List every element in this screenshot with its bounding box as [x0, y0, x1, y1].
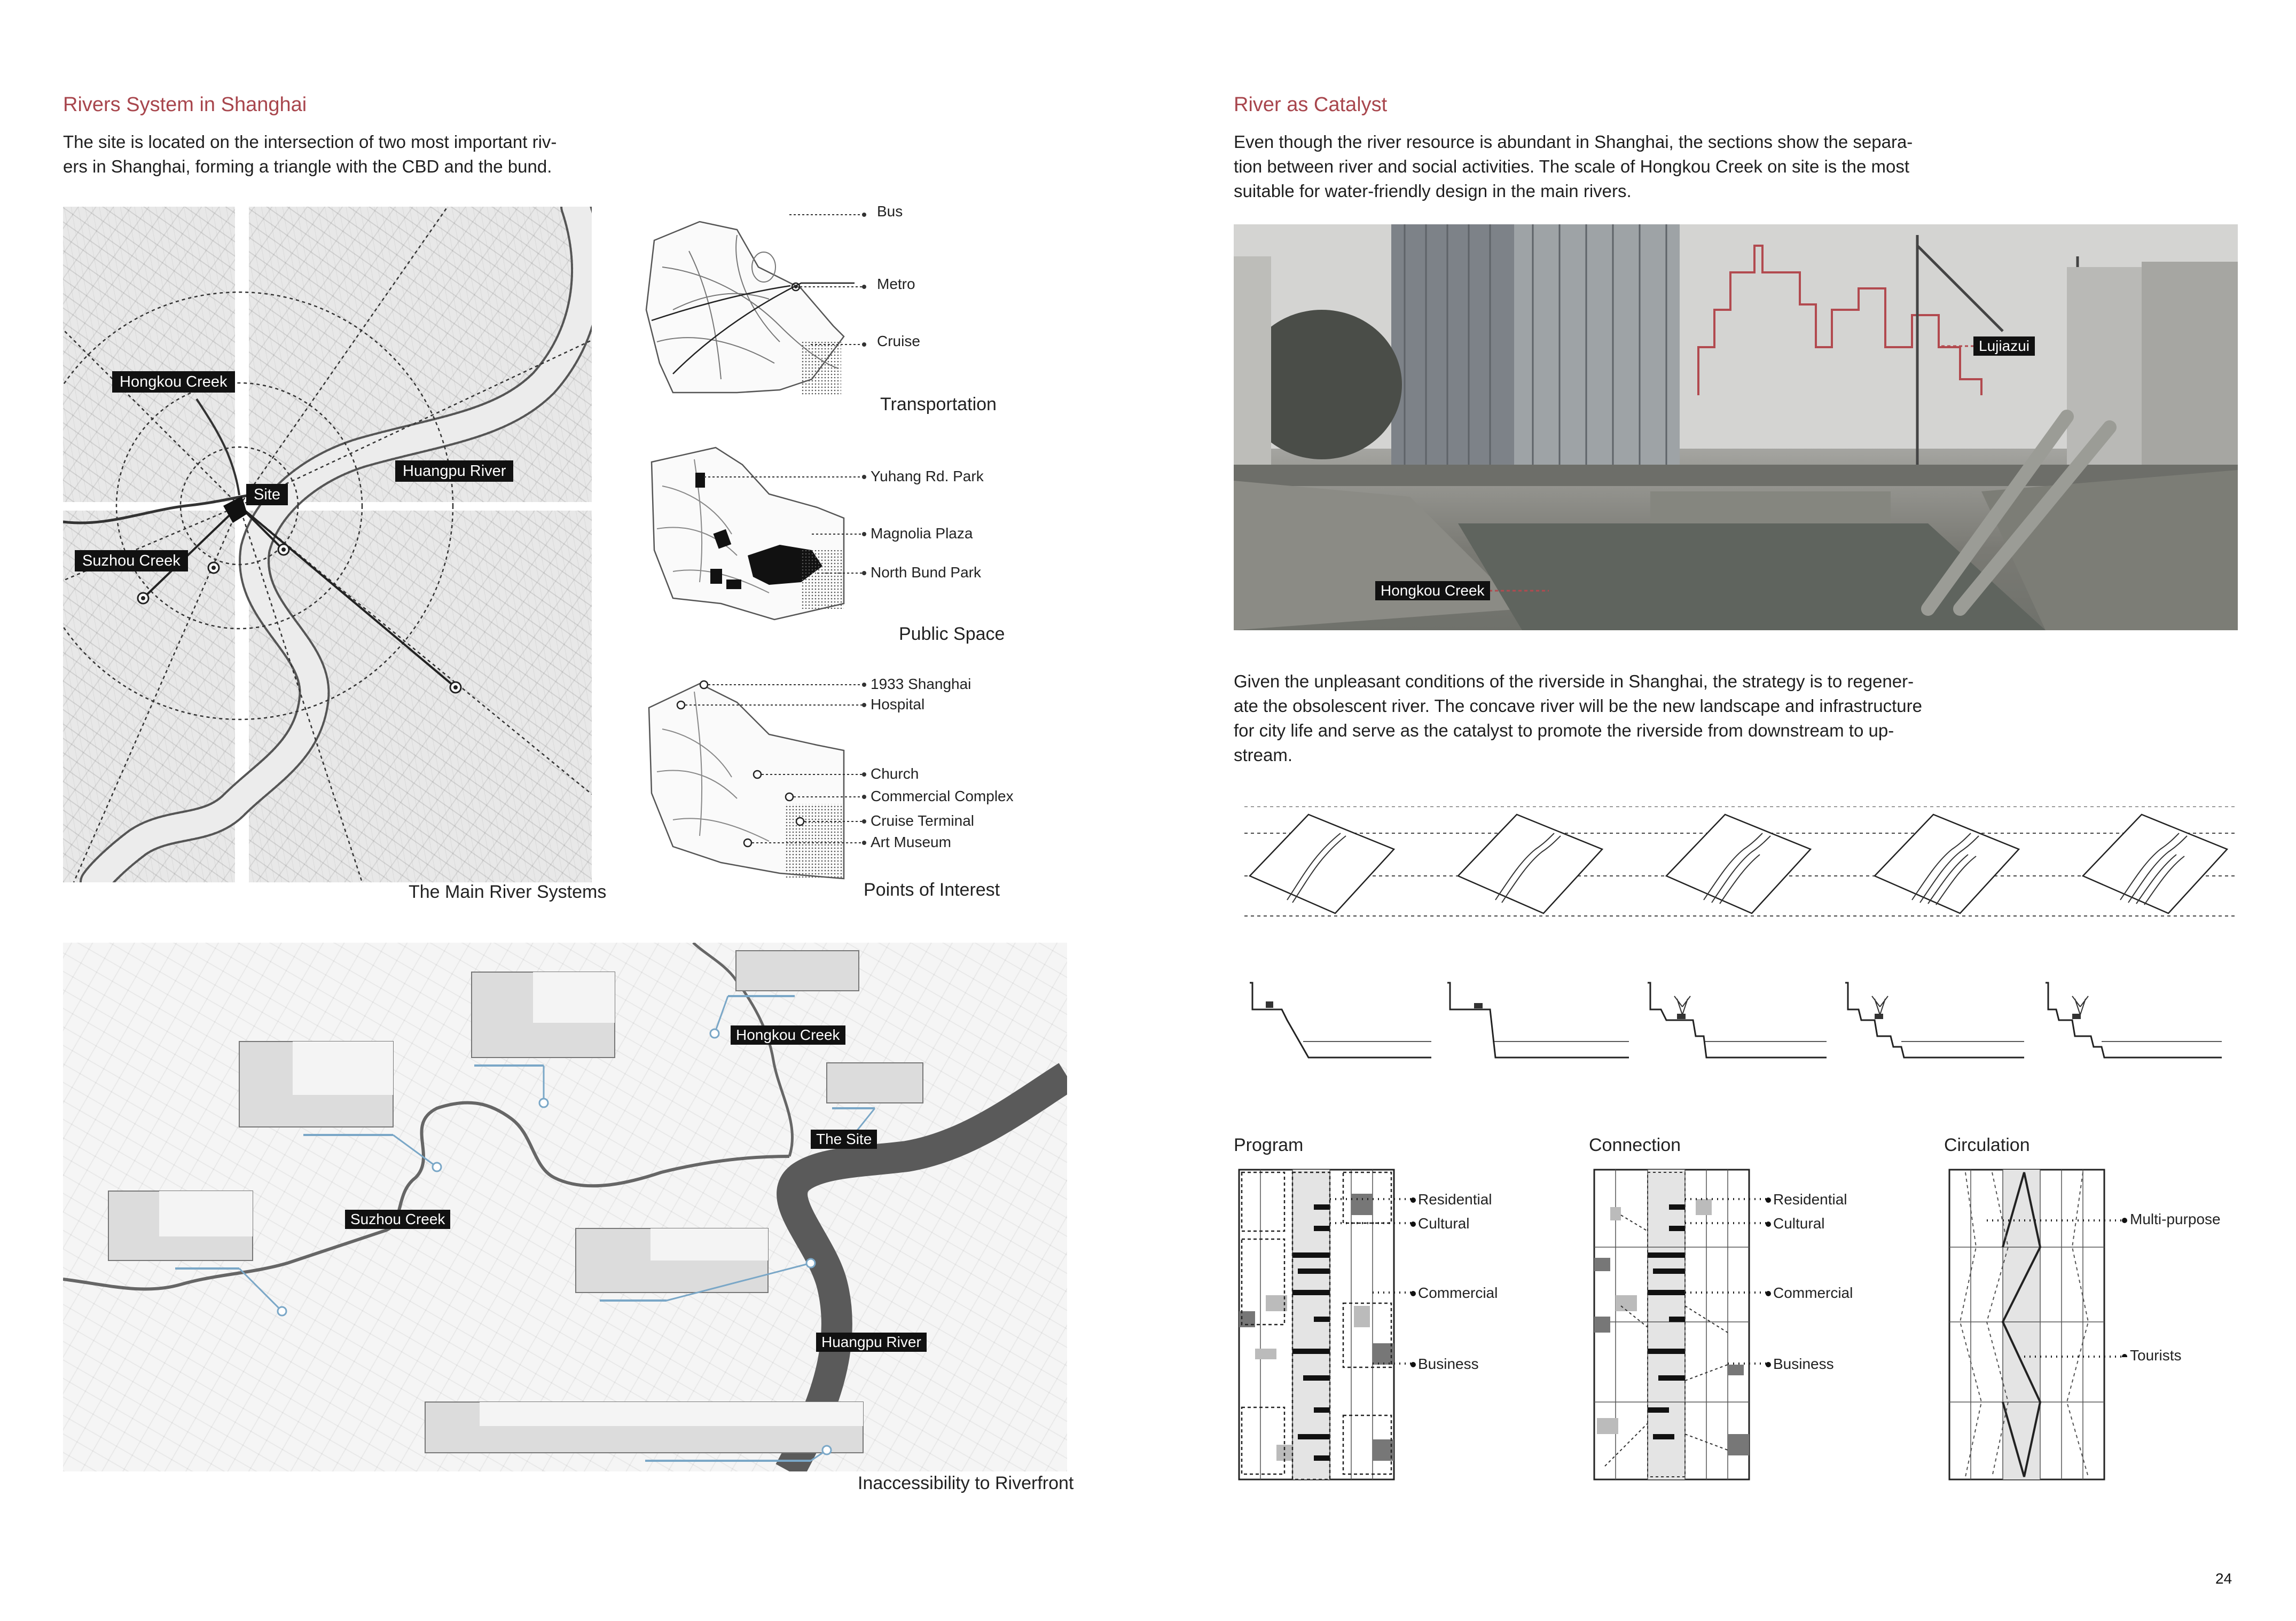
riverfront-access-map: Hongkou Creek The Site Suzhou Creek Huan… — [63, 943, 1067, 1471]
program-diagram: Program — [1234, 1135, 1554, 1498]
access-hongkou-creek-label: Hongkou Creek — [731, 1025, 845, 1045]
hongkou-creek-label: Hongkou Creek — [112, 371, 235, 393]
strategy-text: Given the unpleasant conditions of the r… — [1234, 669, 1981, 768]
catalyst-intro-line-1: Even though the river resource is abunda… — [1234, 132, 1913, 152]
legend-bus: Bus — [877, 203, 903, 220]
main-river-map-caption: The Main River Systems — [409, 882, 607, 902]
river-catalyst-intro: Even though the river resource is abunda… — [1234, 130, 1981, 203]
connection-residential: Residential — [1773, 1191, 1847, 1208]
river-catalyst-heading: River as Catalyst — [1234, 93, 1388, 116]
circulation-diagram: Circulation Multi-purpose Tourists — [1944, 1135, 2243, 1498]
page-number: 24 — [2215, 1570, 2232, 1587]
public-space-diagram: Yuhang Rd. Park Magnolia Plaza North Bun… — [641, 443, 1015, 636]
program-commercial: Commercial — [1418, 1285, 1498, 1301]
legend-church: Church — [871, 765, 919, 782]
axonometrics-svg — [1244, 806, 2238, 917]
lujiazui-label: Lujiazui — [1973, 336, 2035, 356]
connection-commercial: Commercial — [1773, 1285, 1853, 1301]
connection-cultural: Cultural — [1773, 1215, 1825, 1232]
rivers-system-heading: Rivers System in Shanghai — [63, 93, 307, 116]
intro-line-1: The site is located on the intersection … — [63, 132, 557, 152]
connection-diagram: Connection Residential Cultural — [1589, 1135, 1909, 1498]
program-title: Program — [1234, 1135, 1304, 1155]
circulation-multipurpose: Multi-purpose — [2130, 1211, 2221, 1227]
river-section-sequence — [1250, 977, 2238, 1063]
legend-north-bund-park: North Bund Park — [871, 564, 981, 581]
riverfront-access-map-svg — [63, 943, 1067, 1471]
transportation-diagram-svg — [645, 213, 866, 395]
sections-svg — [1250, 982, 2222, 1059]
strategy-line-2: ate the obsolescent river. The concave r… — [1234, 696, 1922, 716]
circulation-tourists: Tourists — [2130, 1347, 2182, 1364]
circulation-grid-svg — [1948, 1169, 2123, 1481]
legend-art-museum: Art Museum — [871, 834, 951, 850]
huangpu-river-label: Huangpu River — [395, 460, 514, 482]
hongkou-creek-photo-svg — [1234, 224, 2238, 630]
connection-business: Business — [1773, 1356, 1834, 1372]
photo-hongkou-creek-label: Hongkou Creek — [1375, 581, 1490, 600]
circulation-bullets — [2122, 1218, 2127, 1357]
legend-cruise-terminal: Cruise Terminal — [871, 812, 974, 829]
legend-1933-shanghai: 1933 Shanghai — [871, 676, 971, 692]
strategy-line-1: Given the unpleasant conditions of the r… — [1234, 671, 1914, 691]
points-of-interest-diagram: 1933 Shanghai Hospital Church Commercial… — [641, 670, 1025, 884]
river-evolution-axonometrics — [1244, 806, 2238, 929]
points-of-interest-title: Points of Interest — [864, 880, 1000, 900]
connection-title: Connection — [1589, 1135, 1681, 1155]
suzhou-creek-label: Suzhou Creek — [75, 550, 188, 571]
access-suzhou-creek-label: Suzhou Creek — [345, 1210, 451, 1229]
legend-hospital: Hospital — [871, 696, 925, 712]
access-huangpu-river-label: Huangpu River — [816, 1333, 927, 1352]
poi-diagram-svg — [648, 680, 866, 880]
strategy-line-3: for city life and serve as the catalyst … — [1234, 721, 1894, 740]
access-the-site-label: The Site — [811, 1130, 877, 1149]
site-label: Site — [246, 484, 288, 505]
public-space-title: Public Space — [899, 624, 1005, 644]
strategy-line-4: stream. — [1234, 745, 1293, 765]
program-bullets — [1410, 1197, 1416, 1367]
connection-grid-svg — [1593, 1169, 1768, 1481]
rivers-system-intro: The site is located on the intersection … — [63, 130, 597, 179]
program-cultural: Cultural — [1418, 1215, 1470, 1232]
transportation-title: Transportation — [880, 394, 997, 414]
circulation-title: Circulation — [1944, 1135, 2030, 1155]
riverfront-access-caption: Inaccessibility to Riverfront — [858, 1473, 1074, 1493]
catalyst-intro-line-3: suitable for water-friendly design in th… — [1234, 181, 1632, 201]
program-grid-svg — [1238, 1169, 1413, 1481]
transportation-diagram: Bus Metro Cruise — [641, 203, 1015, 427]
legend-commercial-complex: Commercial Complex — [871, 788, 1014, 804]
connection-bullets — [1766, 1197, 1771, 1367]
legend-metro: Metro — [877, 276, 915, 292]
program-business: Business — [1418, 1356, 1479, 1372]
legend-cruise: Cruise — [877, 333, 920, 349]
legend-yuhang-park: Yuhang Rd. Park — [871, 468, 984, 484]
hongkou-creek-photo: Lujiazui Hongkou Creek — [1234, 224, 2238, 630]
intro-line-2: ers in Shanghai, forming a triangle with… — [63, 156, 552, 176]
main-river-map-svg — [63, 207, 592, 882]
legend-magnolia-plaza: Magnolia Plaza — [871, 525, 973, 542]
program-residential: Residential — [1418, 1191, 1492, 1208]
catalyst-intro-line-2: tion between river and social activities… — [1234, 156, 1910, 176]
public-space-diagram-svg — [651, 447, 866, 621]
main-river-map: Hongkou Creek Huangpu River Site Suzhou … — [63, 207, 592, 882]
